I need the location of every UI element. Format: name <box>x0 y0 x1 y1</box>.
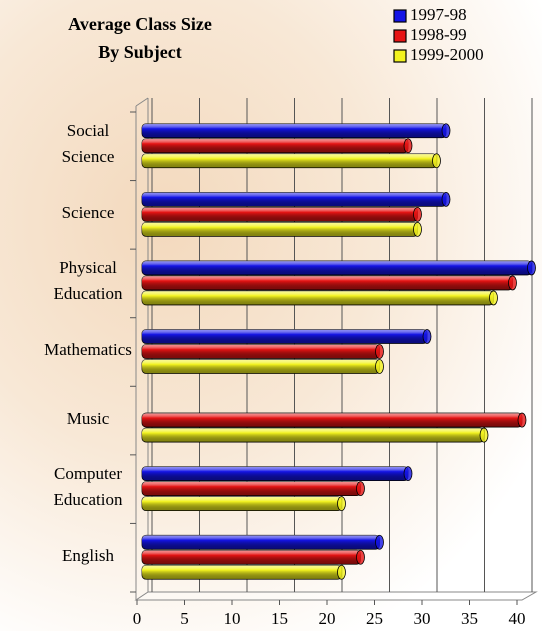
bar-shade <box>142 192 446 207</box>
x-tick-label: 20 <box>319 609 336 628</box>
bar-cap <box>413 206 422 222</box>
bar-shade <box>142 344 380 359</box>
bar-shade <box>142 260 532 275</box>
bar-shade <box>142 275 513 290</box>
y-tick-label: Science <box>61 202 115 222</box>
x-tick-label: 35 <box>461 609 478 628</box>
bar-cap <box>441 191 451 207</box>
bar-cap <box>517 412 527 428</box>
bar-shade <box>142 207 418 222</box>
y-tick-label: Social Science <box>61 121 115 167</box>
legend-swatch <box>393 9 407 23</box>
legend-label: 1998-99 <box>410 25 467 44</box>
bar-cap <box>403 466 413 482</box>
bar-cap <box>432 153 441 169</box>
bar-cap <box>356 481 365 497</box>
x-tick-label: 5 <box>180 609 189 628</box>
x-tick-label: 15 <box>271 609 288 628</box>
bar-cap <box>441 123 451 139</box>
y-tick-label: Computer Education <box>53 464 123 510</box>
bar-shade <box>142 481 361 496</box>
bar-shade <box>142 153 437 168</box>
x-tick-label: 10 <box>224 609 241 628</box>
bar-shade <box>142 138 408 153</box>
bar-cap <box>527 260 536 276</box>
y-tick-label: Mathematics <box>44 340 132 359</box>
bar-shade <box>142 222 418 237</box>
bar-cap <box>403 138 413 154</box>
bar-shade <box>142 550 361 565</box>
x-tick-label: 25 <box>366 609 383 628</box>
left-wall-top <box>135 97 149 107</box>
bar-shade <box>142 496 342 511</box>
x-tick-label: 40 <box>509 609 526 628</box>
bar-cap <box>413 221 422 237</box>
legend-swatch <box>393 49 407 63</box>
bar-cap <box>337 496 346 512</box>
bar-cap <box>375 534 384 550</box>
bar-shade <box>142 290 494 305</box>
y-tick-label: Music <box>66 408 110 428</box>
bar-shade <box>142 428 484 443</box>
y-tick-label: Physical Education <box>53 258 123 304</box>
y-tick-label: English <box>62 545 114 565</box>
bar-shade <box>142 123 446 138</box>
bar-shade <box>142 413 522 428</box>
legend-swatch <box>393 29 407 43</box>
floor <box>134 591 538 601</box>
bar-cap <box>375 344 384 359</box>
bar-shade <box>142 359 380 374</box>
bar-shade <box>142 565 342 580</box>
bar-cap <box>489 290 498 306</box>
bar-shade <box>142 329 427 344</box>
bar-cap <box>356 549 365 565</box>
x-tick-label: 30 <box>414 609 431 628</box>
bar-cap <box>422 329 432 344</box>
bar-cap <box>375 359 384 374</box>
chart-title: Average Class Size By Subject <box>68 14 212 62</box>
bar-cap <box>508 275 517 291</box>
bar-cap <box>337 564 346 580</box>
x-tick-label: 0 <box>133 609 142 628</box>
legend-label: 1997-98 <box>410 5 467 24</box>
bar-shade <box>142 466 408 481</box>
legend-label: 1999-2000 <box>410 45 484 64</box>
bar-cap <box>479 427 489 443</box>
bar-shade <box>142 535 380 550</box>
